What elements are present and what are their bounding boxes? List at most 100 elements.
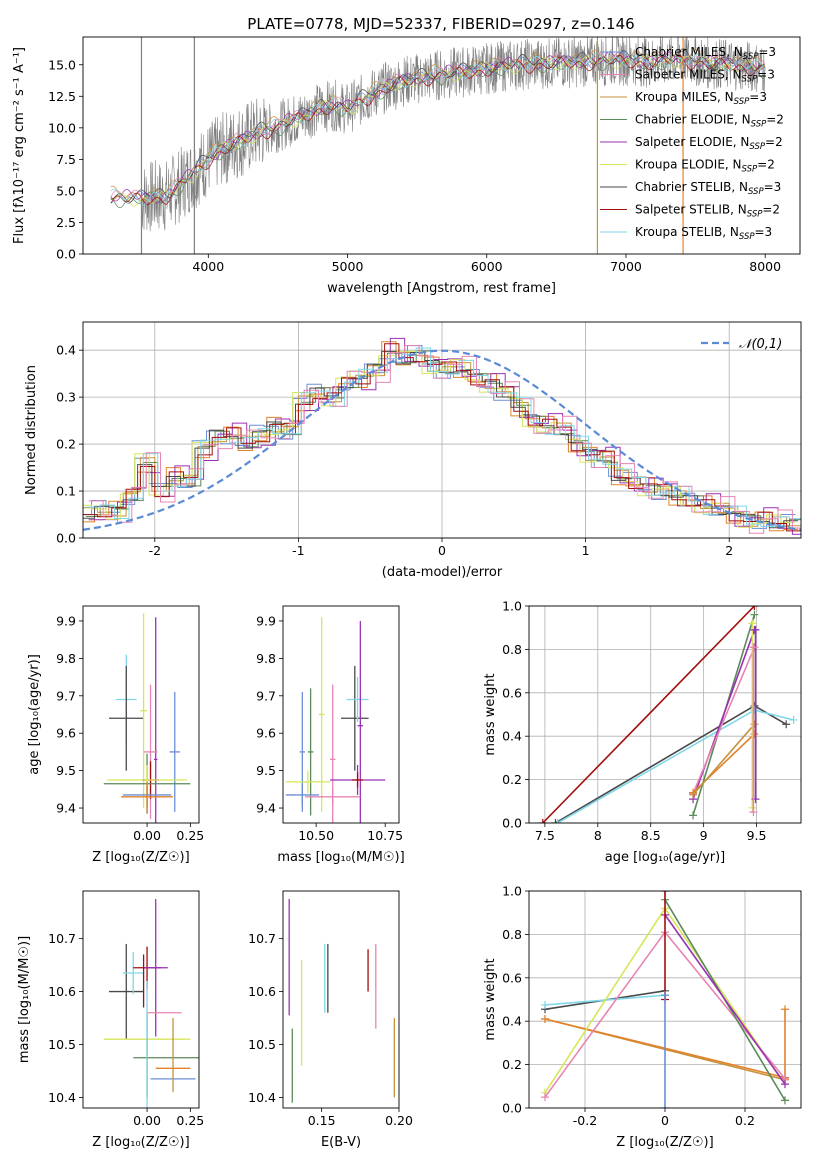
weight-point-marker bbox=[781, 1096, 789, 1105]
axes-frame-residuals bbox=[82, 321, 802, 539]
x-axis-label: (data-model)/error bbox=[382, 565, 503, 580]
histogram-series bbox=[88, 337, 801, 535]
errorbar-plot bbox=[288, 898, 396, 1103]
histogram-series bbox=[88, 345, 801, 534]
x-tick-label: 0.20 bbox=[385, 1113, 413, 1128]
x-tick-label: 0.2 bbox=[735, 1113, 755, 1128]
y-tick-label: 10.7 bbox=[48, 931, 76, 946]
weight-point-marker bbox=[782, 720, 791, 729]
weight-point-marker bbox=[661, 991, 669, 1000]
y-axis-label: mass weight bbox=[483, 958, 498, 1040]
weight-series-line bbox=[542, 606, 755, 823]
histogram-series bbox=[83, 343, 801, 532]
y-tick-label: 0.2 bbox=[502, 1057, 522, 1072]
legend-entry: Chabrier ELODIE, NSSP=2 bbox=[635, 113, 784, 130]
y-tick-label: 0.8 bbox=[502, 927, 522, 942]
y-tick-label: 9.5 bbox=[256, 763, 276, 778]
y-tick-label: 10.5 bbox=[248, 1037, 276, 1052]
x-tick-label: 9 bbox=[700, 828, 708, 843]
x-axis-label: Z [log₁₀(Z/Z☉)] bbox=[92, 850, 189, 865]
weight-point-marker bbox=[748, 803, 757, 812]
weight-point-marker bbox=[781, 1080, 789, 1089]
weight-point-marker bbox=[750, 606, 759, 610]
histogram-series bbox=[83, 350, 799, 529]
axes-mass-vs-Z: 0.00 0.25 10.4 10.5 10.6 10.7 Z [log₁₀(Z/Z☉)] m… bbox=[17, 931, 204, 1150]
y-tick-label: 10.4 bbox=[48, 1090, 76, 1105]
y-tick-label: 0.2 bbox=[56, 437, 76, 452]
x-tick-label: 4000 bbox=[192, 259, 224, 274]
y-tick-label: 0.0 bbox=[56, 531, 76, 546]
weight-point-marker bbox=[538, 819, 547, 823]
weight-point-marker bbox=[661, 891, 669, 895]
spectrum-model-line bbox=[110, 54, 766, 205]
weight-point-marker bbox=[689, 811, 698, 820]
y-tick-label: 2.5 bbox=[56, 215, 76, 230]
histogram-plot bbox=[83, 337, 801, 535]
axes-mass-vs-ebv: 0.15 0.20 10.4 10.5 10.6 10.7 E(B-V) bbox=[248, 931, 413, 1150]
x-tick-label: 9.5 bbox=[747, 828, 767, 843]
y-tick-label: 10.6 bbox=[48, 984, 76, 999]
y-tick-label: 0.4 bbox=[56, 343, 76, 358]
y-tick-label: 10.6 bbox=[248, 984, 276, 999]
weight-series-line bbox=[692, 646, 756, 795]
x-axis-label: E(B-V) bbox=[321, 1135, 361, 1150]
axes-frame-mass-vs-ebv bbox=[282, 890, 400, 1109]
weight-plot bbox=[538, 606, 798, 823]
axes-frame-mass-vs-Z bbox=[82, 890, 200, 1109]
errorbar-plot bbox=[103, 613, 191, 823]
y-tick-label: 0.4 bbox=[502, 729, 522, 744]
x-tick-label: 0.00 bbox=[133, 1113, 161, 1128]
axes-age-vs-Z: 0.00 0.25 9.4 9.5 9.6 9.7 9.8 9.9 Z [log₁₀(Z/Z☉)… bbox=[27, 613, 204, 865]
weight-plot bbox=[541, 891, 789, 1108]
spectrum-legend: Chabrier MILES, NSSP=3 Salpeter MILES, NS… bbox=[600, 45, 784, 242]
y-tick-label: 9.8 bbox=[256, 651, 276, 666]
y-tick-label: 7.5 bbox=[56, 152, 76, 167]
legend-entry-normal: 𝒩(0,1) bbox=[739, 337, 782, 352]
y-tick-label: 9.8 bbox=[56, 651, 76, 666]
axes-spectrum: 4000 5000 6000 7000 8000 0.0 2.5 5.0 7.5 10.0 12.5… bbox=[12, 47, 781, 296]
figure-title: PLATE=0778, MJD=52337, FIBERID=0297, z=0… bbox=[247, 15, 634, 33]
x-axis-label: Z [log₁₀(Z/Z☉)] bbox=[92, 1135, 189, 1150]
x-tick-label: 8 bbox=[594, 828, 602, 843]
x-tick-label: 7.5 bbox=[535, 828, 555, 843]
errorbar-plot bbox=[103, 898, 199, 1108]
x-axis-label: Z [log₁₀(Z/Z☉)] bbox=[616, 1135, 713, 1150]
y-tick-label: 10.5 bbox=[48, 1037, 76, 1052]
y-tick-label: 0.2 bbox=[502, 772, 522, 787]
weight-point-marker bbox=[541, 1015, 549, 1024]
legend-entry: Chabrier MILES, NSSP=3 bbox=[635, 45, 776, 62]
histogram-series bbox=[85, 350, 801, 527]
weight-point-marker bbox=[781, 1005, 789, 1014]
y-axis-label: mass [log₁₀(M/M☉)] bbox=[17, 936, 32, 1063]
x-tick-label: -0.2 bbox=[573, 1113, 597, 1128]
y-tick-label: 0.1 bbox=[56, 484, 76, 499]
y-tick-label: 9.6 bbox=[256, 726, 276, 741]
y-tick-label: 9.7 bbox=[56, 688, 76, 703]
legend-entry: Chabrier STELIB, NSSP=3 bbox=[635, 180, 781, 197]
axes-frame-age-vs-mass bbox=[282, 605, 400, 824]
weight-point-marker bbox=[551, 819, 560, 823]
weight-point-marker bbox=[541, 1000, 549, 1009]
x-tick-label: 8.5 bbox=[641, 828, 661, 843]
y-tick-label: 0.0 bbox=[56, 247, 76, 262]
x-tick-label: 2 bbox=[725, 543, 733, 558]
y-tick-label: 12.5 bbox=[48, 89, 76, 104]
axes-residuals: -2 -1 0 1 2 0.0 0.1 0.2 0.3 0.4 (data-model)/error… bbox=[24, 322, 801, 580]
y-tick-label: 0.0 bbox=[502, 816, 522, 831]
y-tick-label: 9.6 bbox=[56, 726, 76, 741]
y-tick-label: 9.7 bbox=[256, 688, 276, 703]
x-tick-label: 0 bbox=[661, 1113, 669, 1128]
axes-age-vs-mass: 10.50 10.75 9.4 9.5 9.6 9.7 9.8 9.9 mass [log₁₀(… bbox=[256, 613, 405, 865]
weight-point-marker bbox=[789, 715, 798, 724]
y-tick-label: 1.0 bbox=[502, 884, 522, 899]
spectrum-model-line bbox=[110, 50, 766, 204]
x-tick-label: 0.25 bbox=[176, 828, 204, 843]
spectrum-model-line bbox=[110, 49, 766, 202]
spectrum-model-line bbox=[110, 52, 766, 206]
x-tick-label: 5000 bbox=[332, 259, 364, 274]
legend-entry: Kroupa ELODIE, NSSP=2 bbox=[635, 158, 775, 175]
y-tick-label: 0.6 bbox=[502, 970, 522, 985]
y-tick-label: 10.0 bbox=[48, 120, 76, 135]
y-axis-label: Normed distribution bbox=[24, 365, 39, 495]
